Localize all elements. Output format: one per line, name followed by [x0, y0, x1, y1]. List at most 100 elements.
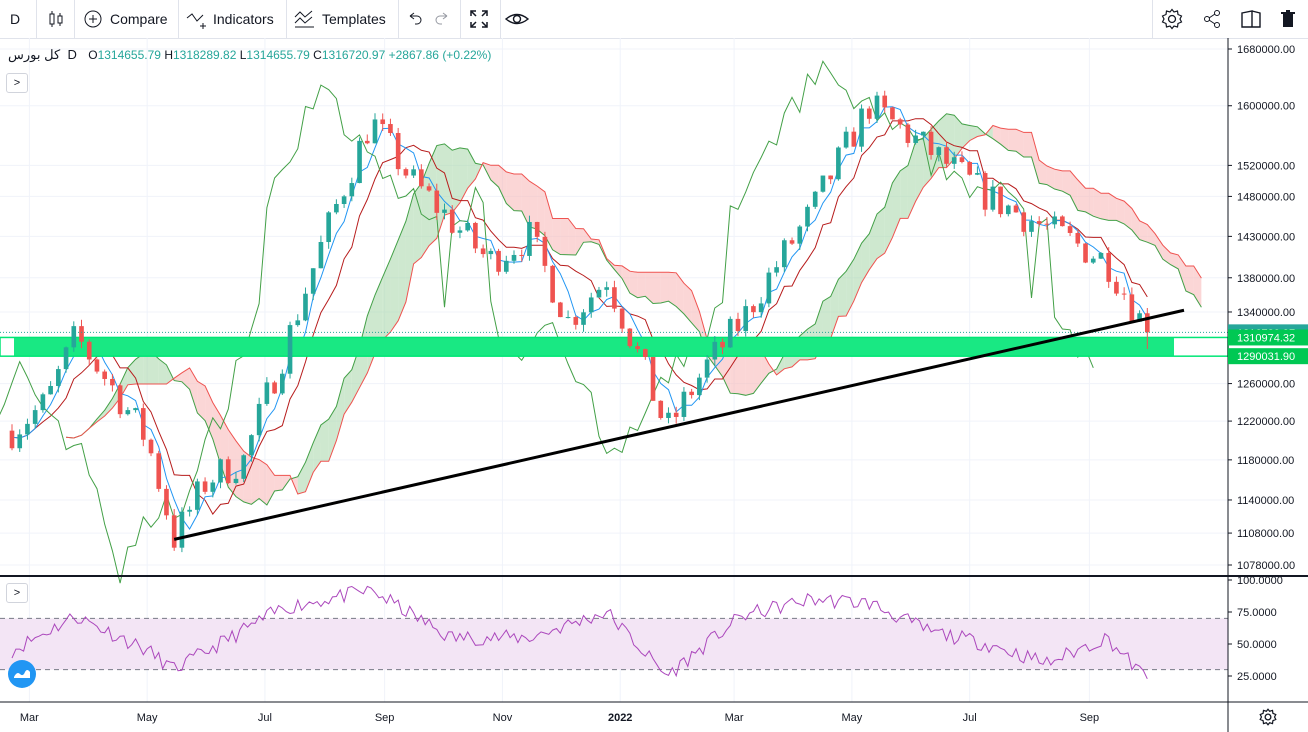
interval-button[interactable]: D	[10, 0, 20, 38]
candle-body	[326, 212, 331, 243]
fullscreen-button[interactable]	[469, 0, 489, 38]
chart-type-button[interactable]	[46, 0, 66, 38]
cloud-segment	[459, 147, 468, 203]
cloud-segment	[629, 271, 638, 298]
candle-body	[9, 430, 15, 449]
candle-body	[32, 410, 38, 424]
candle-body	[179, 511, 185, 548]
cloud-segment	[436, 143, 445, 239]
cloud-segment	[1147, 224, 1156, 246]
cloud-segment	[637, 272, 646, 298]
cloud-segment	[259, 459, 267, 505]
candle-body	[442, 209, 447, 213]
rsi-line	[11, 585, 1148, 680]
candle-body	[534, 221, 540, 237]
rsi-tick-label: 100.0000	[1237, 575, 1283, 587]
candle-body	[303, 293, 308, 321]
price-tag-bg	[1228, 329, 1308, 346]
candle-body	[666, 412, 671, 418]
indicators-button[interactable]: Indicators	[186, 0, 274, 38]
candle-body	[704, 359, 710, 378]
logo-icon[interactable]	[8, 660, 36, 688]
y-tick-label: 1220000.00	[1237, 416, 1295, 428]
candle-body	[279, 373, 285, 394]
cloud-segment	[1116, 198, 1125, 224]
expand-legend-button[interactable]: >	[6, 73, 28, 93]
candle-body	[735, 318, 741, 332]
trendline[interactable]	[173, 308, 1185, 541]
snapshot-icon	[1241, 10, 1261, 28]
trendline-segment	[173, 308, 1185, 541]
cloud-segment	[892, 170, 901, 238]
undo-button[interactable]	[405, 0, 425, 38]
candle-body	[1005, 205, 1011, 215]
candle-body	[195, 481, 200, 510]
cloud-segment	[305, 442, 314, 492]
cloud-segment	[861, 233, 870, 283]
price-tag-label: 1310974.32	[1237, 332, 1295, 344]
toolbar-divider	[74, 0, 75, 38]
cloud-segment	[1070, 170, 1078, 211]
share-button[interactable]	[1202, 0, 1222, 38]
cloud-segment	[251, 457, 260, 505]
candle-body	[766, 272, 772, 304]
axis-settings-button[interactable]	[1259, 708, 1277, 731]
candle-body	[17, 434, 23, 449]
chart-area[interactable]: 1680000.00 1600000.00 1520000.00 1480000.00…	[0, 38, 1308, 732]
candle-body	[1129, 294, 1135, 322]
candle-body	[1067, 226, 1073, 233]
candle-body	[720, 341, 725, 348]
candle-body	[1021, 212, 1027, 232]
candle-body	[1083, 243, 1088, 263]
cloud-segment	[336, 378, 345, 441]
rsi-tick-label: 75.0000	[1237, 607, 1277, 619]
candle-body	[743, 306, 749, 332]
cloud-segment	[954, 115, 962, 159]
candle-body	[71, 326, 77, 348]
snapshot-button[interactable]	[1240, 0, 1262, 38]
compare-button[interactable]: Compare	[83, 0, 168, 38]
cloud-segment	[1062, 170, 1071, 196]
support-zone[interactable]	[0, 336, 1229, 357]
cloud-segment	[158, 358, 167, 384]
candle-body	[102, 371, 107, 379]
candle-body	[249, 435, 254, 456]
candle-body	[488, 250, 494, 255]
redo-icon	[435, 12, 448, 25]
cloud-segment	[722, 349, 731, 394]
interval-label: D	[10, 11, 21, 27]
candle-body	[395, 133, 401, 170]
candle-body	[959, 157, 965, 163]
price-tag-bg	[1228, 348, 1308, 365]
delete-button[interactable]	[1278, 0, 1298, 38]
candle-body	[117, 385, 123, 415]
cloud-segment	[498, 165, 507, 204]
symbol-name[interactable]: کل بورس	[8, 47, 61, 62]
cloud-segment	[691, 290, 700, 332]
cloud-segment	[328, 406, 337, 462]
cloud-segment	[575, 228, 584, 255]
leading-span-b	[66, 124, 1202, 495]
templates-icon	[294, 10, 314, 28]
candle-body	[1036, 221, 1042, 224]
expand-rsi-legend-button[interactable]: >	[6, 583, 28, 603]
candle-body	[866, 108, 872, 119]
candle-body	[496, 250, 501, 272]
hide-drawings-button[interactable]	[505, 0, 529, 38]
y-tick-label: 1520000.00	[1237, 160, 1295, 172]
candle-body	[859, 108, 864, 147]
candle-body	[357, 140, 362, 184]
candle-body	[233, 478, 239, 484]
candle-body	[921, 131, 926, 136]
candle-body	[890, 107, 895, 120]
price-tag: 1310974.32	[1228, 329, 1308, 346]
change-value: +2867.86 (+0.22%)	[388, 48, 492, 62]
cloud-segment	[877, 207, 885, 259]
settings-button[interactable]	[1161, 0, 1183, 38]
cloud-segment	[181, 367, 190, 390]
redo-button[interactable]	[432, 0, 452, 38]
candle-body	[79, 326, 84, 342]
candle-body	[619, 308, 625, 329]
candle-body	[465, 222, 470, 231]
templates-button[interactable]: Templates	[294, 0, 386, 38]
